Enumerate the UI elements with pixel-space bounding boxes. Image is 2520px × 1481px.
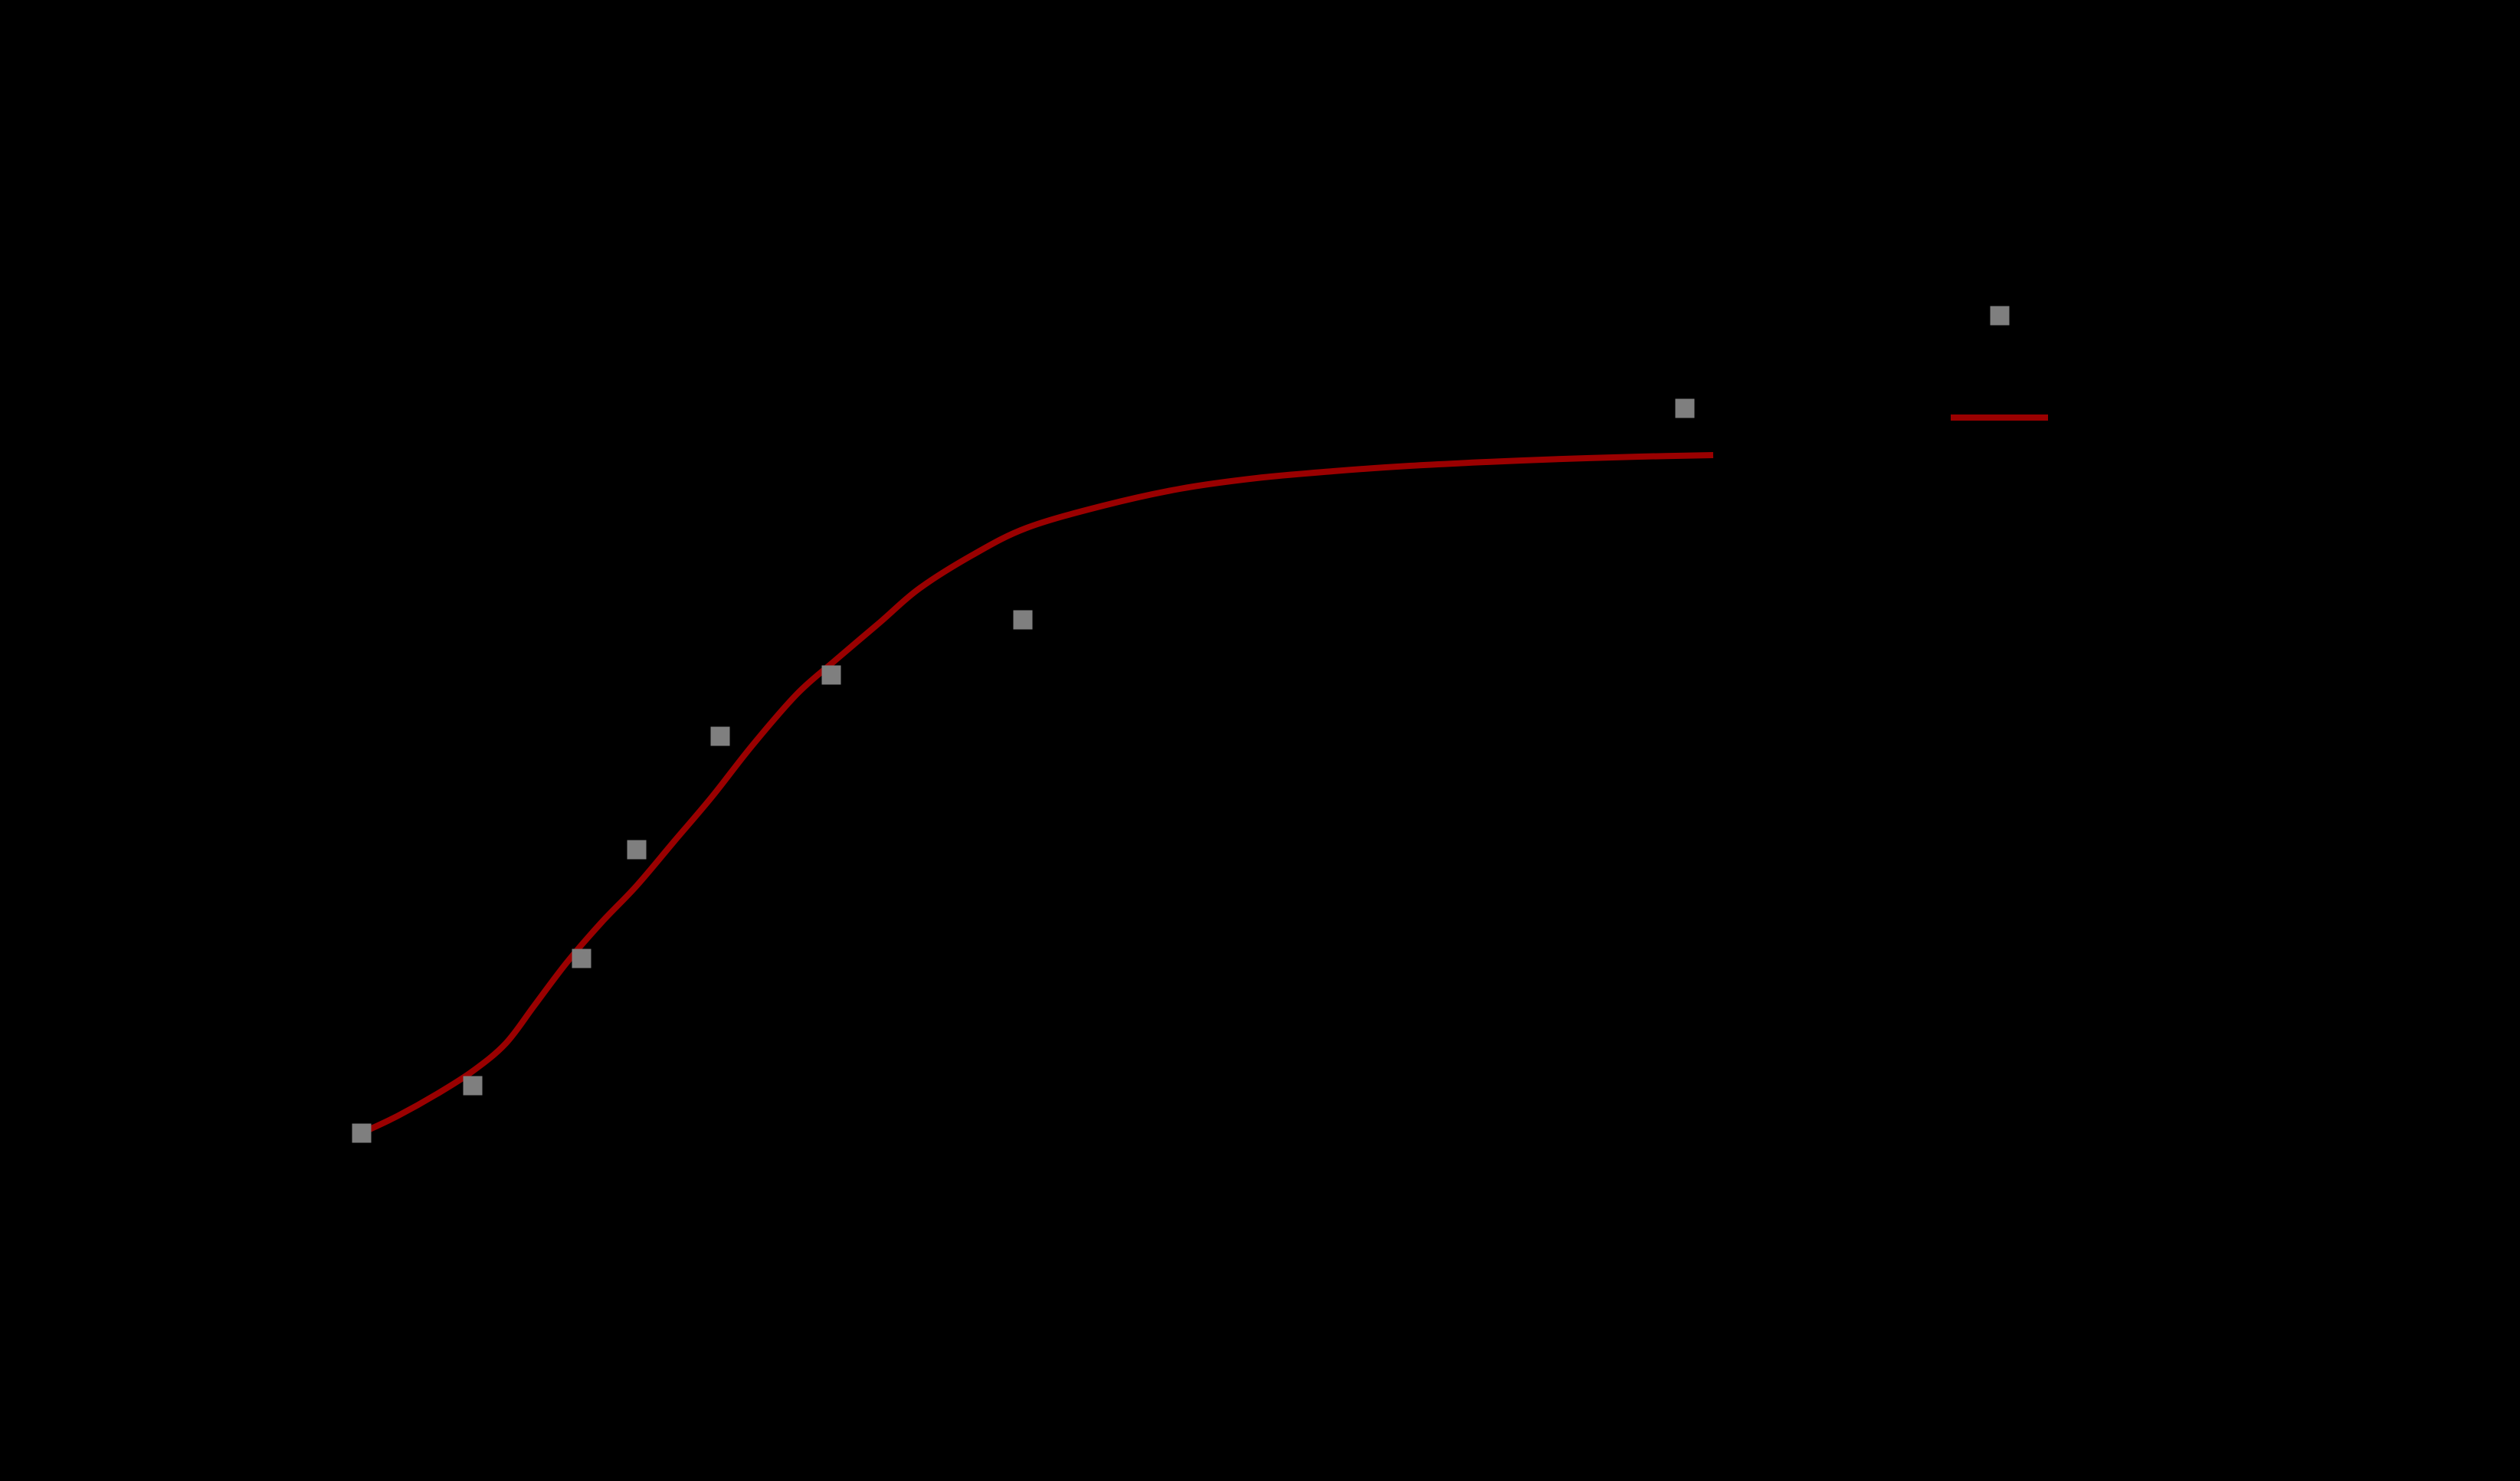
chart-canvas [31,12,2520,1481]
data-point-marker [627,840,647,860]
data-point-marker [463,1076,483,1096]
plot-background [31,12,2520,1481]
data-point-marker [821,665,841,685]
fit-curve-line [365,452,1714,1134]
data-point-marker [1013,610,1033,630]
chart-figure [31,12,2520,1481]
fit-curve-group [365,452,1714,1134]
data-point-marker [1675,398,1695,418]
legend-point-marker [1990,306,2010,326]
data-point-marker [572,949,591,968]
data-points-group [352,398,1695,1143]
legend [1951,306,2048,421]
data-point-marker [352,1123,372,1143]
data-point-marker [710,726,730,746]
